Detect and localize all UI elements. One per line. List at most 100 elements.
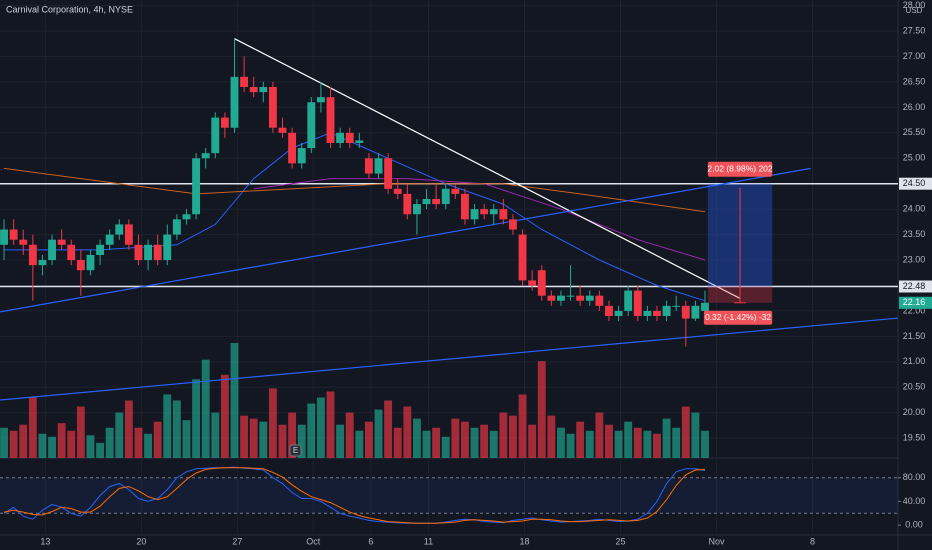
volume-bar [134,427,143,458]
candle-body [441,188,450,205]
candle-body [614,310,623,317]
volume-bar [28,397,37,458]
volume-bar [105,427,114,458]
last-price-tag [899,296,932,309]
volume-bar [57,423,66,458]
candle-body [499,209,508,220]
volume-bar [412,418,421,458]
volume-bar [595,412,604,458]
candle-body [115,224,124,235]
volume-bar [403,406,412,458]
volume-bar [201,359,210,458]
y-tick-label: 23.00 [903,254,926,264]
volume-bar [509,415,517,458]
candle-body [509,219,517,230]
candle-body [643,310,652,317]
candle-body [691,305,700,319]
candle-body [633,290,642,317]
volume-bar [566,433,575,458]
candle-body [288,132,297,164]
candle-body [316,97,325,103]
candle-body [48,239,56,261]
candle-body [461,193,469,220]
target-label: 2.02 (8.98%) 202 [707,163,772,173]
candle-body [211,117,220,154]
y-tick-label: 19.50 [903,433,926,443]
candle-body [480,209,489,215]
volume-bar [163,394,172,458]
candle-body [124,224,133,245]
candle-body [451,188,460,194]
candle-body [355,140,364,143]
volume-bar [489,430,498,458]
candle-body [220,117,229,128]
volume-bar [48,436,56,458]
candle-body [605,305,613,317]
volume-bar [681,406,690,458]
volume-bar [422,430,431,458]
y-tick-label: 27.00 [903,51,926,61]
volume-bar [547,415,556,458]
svg-text:E: E [293,446,298,455]
volume-bar [643,430,652,458]
candle-body [653,310,661,317]
stoch-band [0,477,898,514]
volume-bar [297,424,306,458]
candle-body [393,188,402,194]
candle-body [547,295,556,301]
volume-bar [585,430,594,458]
volume-bar [96,442,104,458]
candle-body [662,305,671,317]
candle-body [595,295,604,306]
candle-body [422,198,431,205]
volume-bar [0,427,8,458]
volume-bar [259,421,268,458]
candle-body [384,158,393,189]
x-tick-label: 6 [368,536,373,546]
candle-body [144,244,153,261]
candle-body [518,234,527,281]
candle-body [86,254,95,271]
y-tick-label: 24.00 [903,204,926,214]
last-price-label: 22.16 [903,297,926,307]
volume-bar [355,430,364,458]
volume-bar [278,424,287,458]
candle-body [67,244,76,261]
x-tick-label: 8 [810,536,815,546]
stoch-line [3,467,706,524]
moving-average [3,167,706,213]
y-tick-label: 27.50 [903,25,926,35]
y-tick-label: 21.50 [903,331,926,341]
candle-body [201,153,210,159]
y-tick-label: 26.00 [903,102,926,112]
candle-body [268,87,277,128]
candle-body [182,214,191,220]
level-label: 24.50 [903,178,926,188]
candle-body [134,244,143,261]
candle-body [470,209,479,220]
trend-line [234,38,740,299]
volume-bar [192,379,201,458]
level-tag [899,280,932,293]
volume-bar [614,430,623,458]
candle-body [624,290,633,311]
candle-body [412,204,421,215]
volume-bar [326,391,335,458]
volume-bar [249,418,258,458]
volume-bar [672,427,681,458]
candle-body [576,295,585,301]
volume-bar [480,424,489,458]
volume-bar [557,427,565,458]
volume-bar [374,409,383,458]
candle-body [38,260,47,266]
candle-body [528,280,537,286]
candle-body [163,234,172,261]
volume-bar [537,361,546,458]
volume-bar [268,388,277,458]
candle-body [259,87,268,93]
candle-body [28,244,37,266]
x-tick-label: 25 [615,536,625,546]
volume-bar [653,433,661,458]
